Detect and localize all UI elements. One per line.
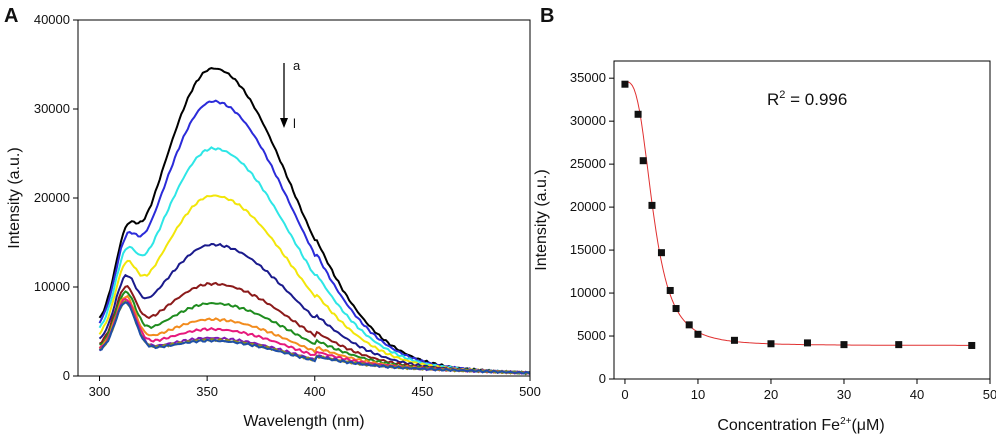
panel-b-data-point xyxy=(672,305,680,313)
panel-a-xtick-label: 300 xyxy=(89,384,111,399)
panel-a-arrow-top-label: a xyxy=(293,58,301,73)
panel-b-data-point xyxy=(968,341,976,349)
panel-b-xtick-label: 40 xyxy=(910,387,924,402)
panel-b-ylabel: Intensity (a.u.) xyxy=(533,169,550,270)
panel-b-ytick-label: 30000 xyxy=(570,113,606,128)
panel-a-ytick-label: 0 xyxy=(63,368,70,383)
panel-b-ytick-label: 5000 xyxy=(577,328,606,343)
panel-b-data-point xyxy=(639,157,647,165)
panel-a-axes-frame xyxy=(77,19,531,377)
panel-a-series-group xyxy=(98,67,531,376)
panel-b-data-point xyxy=(621,80,629,88)
panel-a-series-c xyxy=(98,146,531,375)
panel-b-ytick-label: 25000 xyxy=(570,156,606,171)
panel-b-xtick-label: 30 xyxy=(837,387,851,402)
panel-a-series-a xyxy=(98,67,531,376)
panel-b-data-point xyxy=(840,341,848,349)
panel-b-data-point xyxy=(648,201,656,209)
r2-value: = 0.996 xyxy=(785,90,847,109)
panel-b-xlabel-main: Concentration Fe xyxy=(717,417,840,434)
panel-b: B 0 10 20 30 40 50 0 5000 10000 15000 20000 25000 30… xyxy=(533,5,996,434)
panel-b-ytick-label: 10000 xyxy=(570,285,606,300)
panel-b-r2-annotation: R2 = 0.996 xyxy=(767,89,847,109)
r2-superscript: 2 xyxy=(779,89,785,101)
panel-a-ylabel: Intensity (a.u.) xyxy=(6,147,23,248)
panel-b-ytick-label: 0 xyxy=(599,371,606,386)
panel-a-xtick-label: 450 xyxy=(412,384,434,399)
panel-a: A 300 350 400 450 500 0 10000 20000 30000 40000 W… xyxy=(4,5,541,430)
panel-a-ticks: 300 350 400 450 500 0 10000 20000 30000 40000 xyxy=(34,12,541,399)
panel-b-data-point xyxy=(685,321,693,329)
panel-b-ticks: 0 10 20 30 40 50 0 5000 10000 15000 20000 25000 3000… xyxy=(570,70,996,402)
r2-letter: R xyxy=(767,90,779,109)
panel-b-xlabel-sup: 2+ xyxy=(840,416,852,427)
panel-a-arrow-head xyxy=(280,118,288,128)
panel-b-xtick-label: 0 xyxy=(621,387,628,402)
panel-b-data-point xyxy=(666,286,674,294)
panel-a-xtick-label: 350 xyxy=(196,384,218,399)
panel-b-xtick-label: 10 xyxy=(691,387,705,402)
panel-a-ytick-label: 10000 xyxy=(34,279,70,294)
panel-b-data-point xyxy=(694,330,702,338)
panel-b-data-point xyxy=(803,339,811,347)
panel-a-ytick-label: 40000 xyxy=(34,12,70,27)
panel-b-ytick-label: 15000 xyxy=(570,242,606,257)
panel-b-data-point xyxy=(767,340,775,348)
panel-b-ytick-label: 35000 xyxy=(570,70,606,85)
panel-b-fit-curve xyxy=(624,81,972,346)
panel-a-arrow-bottom-label: l xyxy=(293,116,296,131)
panel-a-series-l xyxy=(99,301,531,375)
panel-b-data-point xyxy=(895,341,903,349)
panel-b-points xyxy=(621,80,976,349)
panel-b-axes-frame xyxy=(613,60,991,380)
panel-a-ytick-label: 20000 xyxy=(34,190,70,205)
panel-b-letter: B xyxy=(540,5,554,27)
panel-a-letter: A xyxy=(4,5,18,27)
panel-b-xtick-label: 50 xyxy=(983,387,996,402)
panel-b-xlabel: Concentration Fe2+(μM) xyxy=(717,416,884,434)
panel-b-data-point xyxy=(657,249,665,257)
panel-b-data-point xyxy=(730,336,738,344)
panel-b-data-point xyxy=(634,110,642,118)
panel-a-xlabel: Wavelength (nm) xyxy=(243,413,364,430)
panel-b-ytick-label: 20000 xyxy=(570,199,606,214)
panel-a-xtick-label: 400 xyxy=(304,384,326,399)
panel-b-xlabel-unit: (μM) xyxy=(851,417,884,434)
panel-a-ytick-label: 30000 xyxy=(34,101,70,116)
panel-a-xtick-label: 500 xyxy=(519,384,541,399)
panel-b-xtick-label: 20 xyxy=(764,387,778,402)
